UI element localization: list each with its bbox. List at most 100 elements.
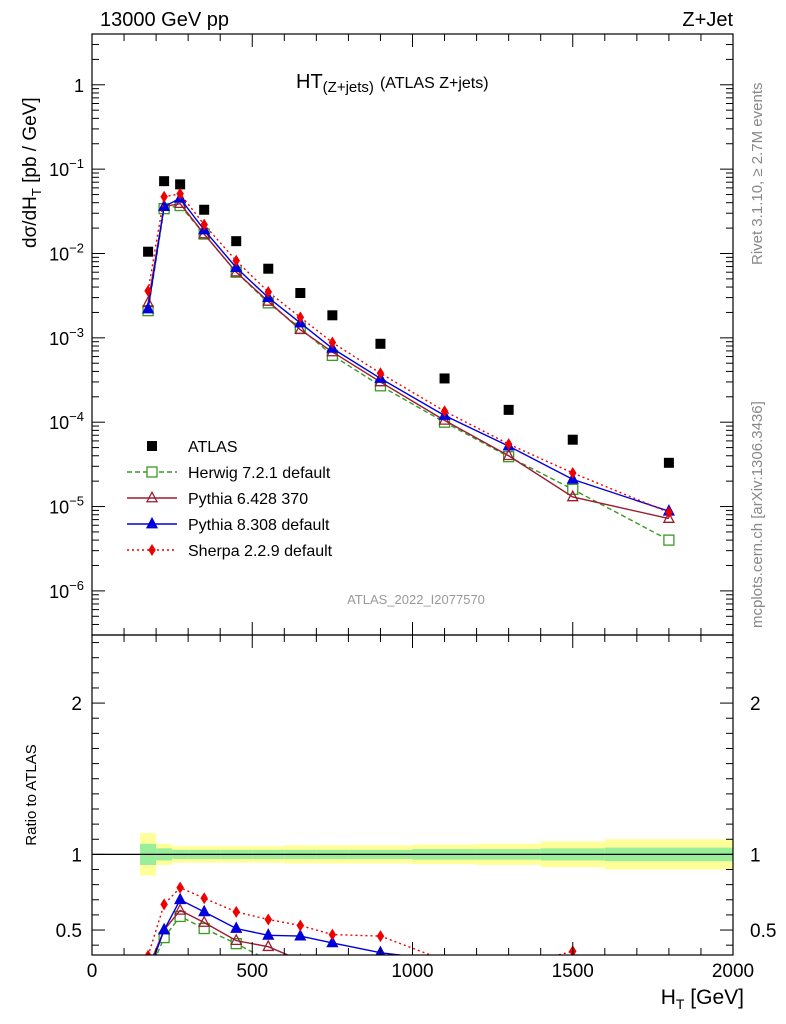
x-tick-label: 1500 [552, 961, 594, 982]
data-point-sherpa-2-2-9-default [376, 367, 385, 380]
chart-title-main: HT [296, 71, 323, 93]
data-point-atlas [175, 179, 186, 190]
main-panel: 1 10−1 10−2 10−3 10−4 10−5 10−6 HT(Z+jets) (ATL… [20, 33, 734, 636]
ratio-plot-marks [92, 833, 733, 980]
ratio-point-pythia-6-428-370 [230, 933, 243, 946]
ratio-point-sherpa-2-2-9-default [232, 905, 240, 918]
legend-marker-pythia-8-308-default [145, 516, 159, 529]
data-point-sherpa-2-2-9-default [328, 336, 337, 349]
ratio-panel: 0.5 0.5 1 1 2 2 0 500 1000 1500 2000 Ratio to ATLA… [23, 634, 776, 1012]
ratio-point-pythia-6-428-370 [174, 903, 187, 915]
data-point-pythia-6-428-370 [566, 489, 579, 502]
ratio-point-sherpa-2-2-9-default [200, 892, 208, 905]
ratio-line-pythia-6-428-370 [152, 909, 290, 955]
ratio-point-herwig-7-2-1-default [295, 970, 305, 980]
legend-marker-herwig-7-2-1-default [146, 466, 158, 478]
data-point-herwig-7-2-1-default [663, 534, 675, 546]
data-point-sherpa-2-2-9-default [160, 190, 168, 203]
ratio-plot-frame [91, 634, 734, 956]
ratio-point-herwig-7-2-1-default [174, 910, 186, 923]
data-point-atlas [567, 434, 578, 445]
legend-label-sherpa-2-2-9-default: Sherpa 2.2.9 default [188, 543, 333, 560]
ratio-point-pythia-6-428-370 [143, 962, 153, 972]
ratio-point-pythia-8-308-default [198, 904, 211, 917]
x-axis-label-tail: [GeV] [684, 986, 744, 1009]
data-point-atlas [503, 404, 514, 415]
data-point-pythia-8-308-default [142, 301, 155, 314]
ratio-y-tick-label: 2 [71, 694, 82, 715]
ratio-point-sherpa-2-2-9-default [444, 954, 445, 955]
rivet-version-label: Rivet 3.1.10, ≥ 2.7M events [749, 83, 766, 266]
y-tick-label: 1 [74, 76, 84, 96]
data-point-atlas [231, 236, 242, 247]
main-plot-marks [142, 176, 675, 546]
data-point-pythia-6-428-370 [294, 322, 307, 335]
data-point-atlas [263, 263, 274, 274]
legend: ATLAS Herwig 7.2.1 default Pythia 6.428 37… [127, 439, 333, 560]
data-point-sherpa-2-2-9-default [200, 218, 208, 231]
data-point-atlas [439, 373, 450, 384]
ratio-y-tick-label-right: 0.5 [750, 921, 776, 942]
ratio-point-herwig-7-2-1-default [143, 970, 153, 980]
data-point-pythia-6-428-370 [502, 448, 515, 461]
ratio-point-sherpa-2-2-9-default [296, 919, 305, 932]
y-tick-label: 10−4 [49, 409, 84, 433]
chart-title-tail: (ATLAS Z+jets) [380, 75, 489, 92]
y-axis-label-main: dσ/dH [20, 196, 41, 248]
x-tick-label: 1000 [391, 961, 433, 982]
data-point-atlas [199, 204, 210, 215]
data-point-pythia-8-308-default [158, 199, 171, 211]
ratio-point-pythia-6-428-370 [198, 915, 211, 927]
ratio-point-pythia-8-308-default [294, 928, 307, 941]
data-point-herwig-7-2-1-default [567, 483, 579, 495]
ratio-series-group [143, 881, 577, 980]
ratio-point-sherpa-2-2-9-default [144, 949, 152, 955]
ratio-point-pythia-8-308-default [443, 953, 446, 955]
series-line-pythia-6-428-370 [147, 202, 670, 520]
data-point-atlas [663, 457, 674, 468]
data-point-sherpa-2-2-9-default [232, 254, 240, 267]
data-point-sherpa-2-2-9-default [440, 405, 449, 418]
chart-title-sub: (Z+jets) [323, 79, 374, 96]
y-tick-label: 10−1 [49, 156, 84, 180]
x-axis-label-sub: T [676, 996, 685, 1012]
ratio-point-pythia-8-308-default [326, 935, 339, 948]
ratio-point-herwig-7-2-1-default [198, 922, 210, 935]
x-axis-label: HT [GeV] [661, 986, 744, 1012]
mcplots-label: mcplots.cern.ch [arXiv:1306.3436] [749, 401, 766, 628]
data-point-atlas [295, 288, 306, 299]
ratio-y-tick-label: 0.5 [56, 921, 82, 942]
legend-marker-sherpa-2-2-9-default [148, 544, 156, 556]
x-tick-label: 0 [87, 961, 98, 982]
ratio-point-sherpa-2-2-9-default [264, 913, 273, 926]
data-point-sherpa-2-2-9-default [264, 285, 273, 298]
data-point-sherpa-2-2-9-default [504, 438, 513, 451]
legend-label-pythia-6-428-370: Pythia 6.428 370 [188, 491, 308, 508]
ratio-point-pythia-6-428-370 [262, 939, 275, 952]
data-point-sherpa-2-2-9-default [569, 466, 577, 479]
ratio-point-pythia-8-308-default [262, 928, 275, 940]
data-point-atlas [143, 246, 154, 257]
data-point-sherpa-2-2-9-default [665, 506, 673, 519]
x-axis-label-main: H [661, 986, 676, 1009]
legend-label-pythia-8-308-default: Pythia 8.308 default [188, 517, 330, 534]
data-point-atlas [327, 310, 338, 321]
process-label: Z+Jet [682, 9, 733, 31]
energy-label: 13000 GeV pp [100, 9, 229, 31]
y-axis-label-sub: T [29, 188, 44, 196]
data-point-sherpa-2-2-9-default [176, 187, 184, 200]
y-axis-label-tail: [pb / GeV] [20, 97, 41, 188]
y-tick-label: 10−2 [49, 240, 84, 264]
legend-marker-pythia-6-428-370 [145, 490, 159, 503]
ratio-point-pythia-8-308-default [230, 921, 243, 933]
y-axis-label: dσ/dHT [pb / GeV] [20, 97, 44, 248]
data-point-atlas [375, 338, 386, 349]
data-point-pythia-6-428-370 [662, 511, 675, 523]
ratio-point-sherpa-2-2-9-default [328, 928, 337, 941]
ratio-y-tick-label-right: 2 [750, 694, 761, 715]
ratio-point-pythia-8-308-default [143, 968, 153, 978]
y-tick-label: 10−6 [49, 578, 84, 602]
ratio-point-sherpa-2-2-9-default [376, 930, 385, 943]
data-point-sherpa-2-2-9-default [144, 284, 152, 297]
